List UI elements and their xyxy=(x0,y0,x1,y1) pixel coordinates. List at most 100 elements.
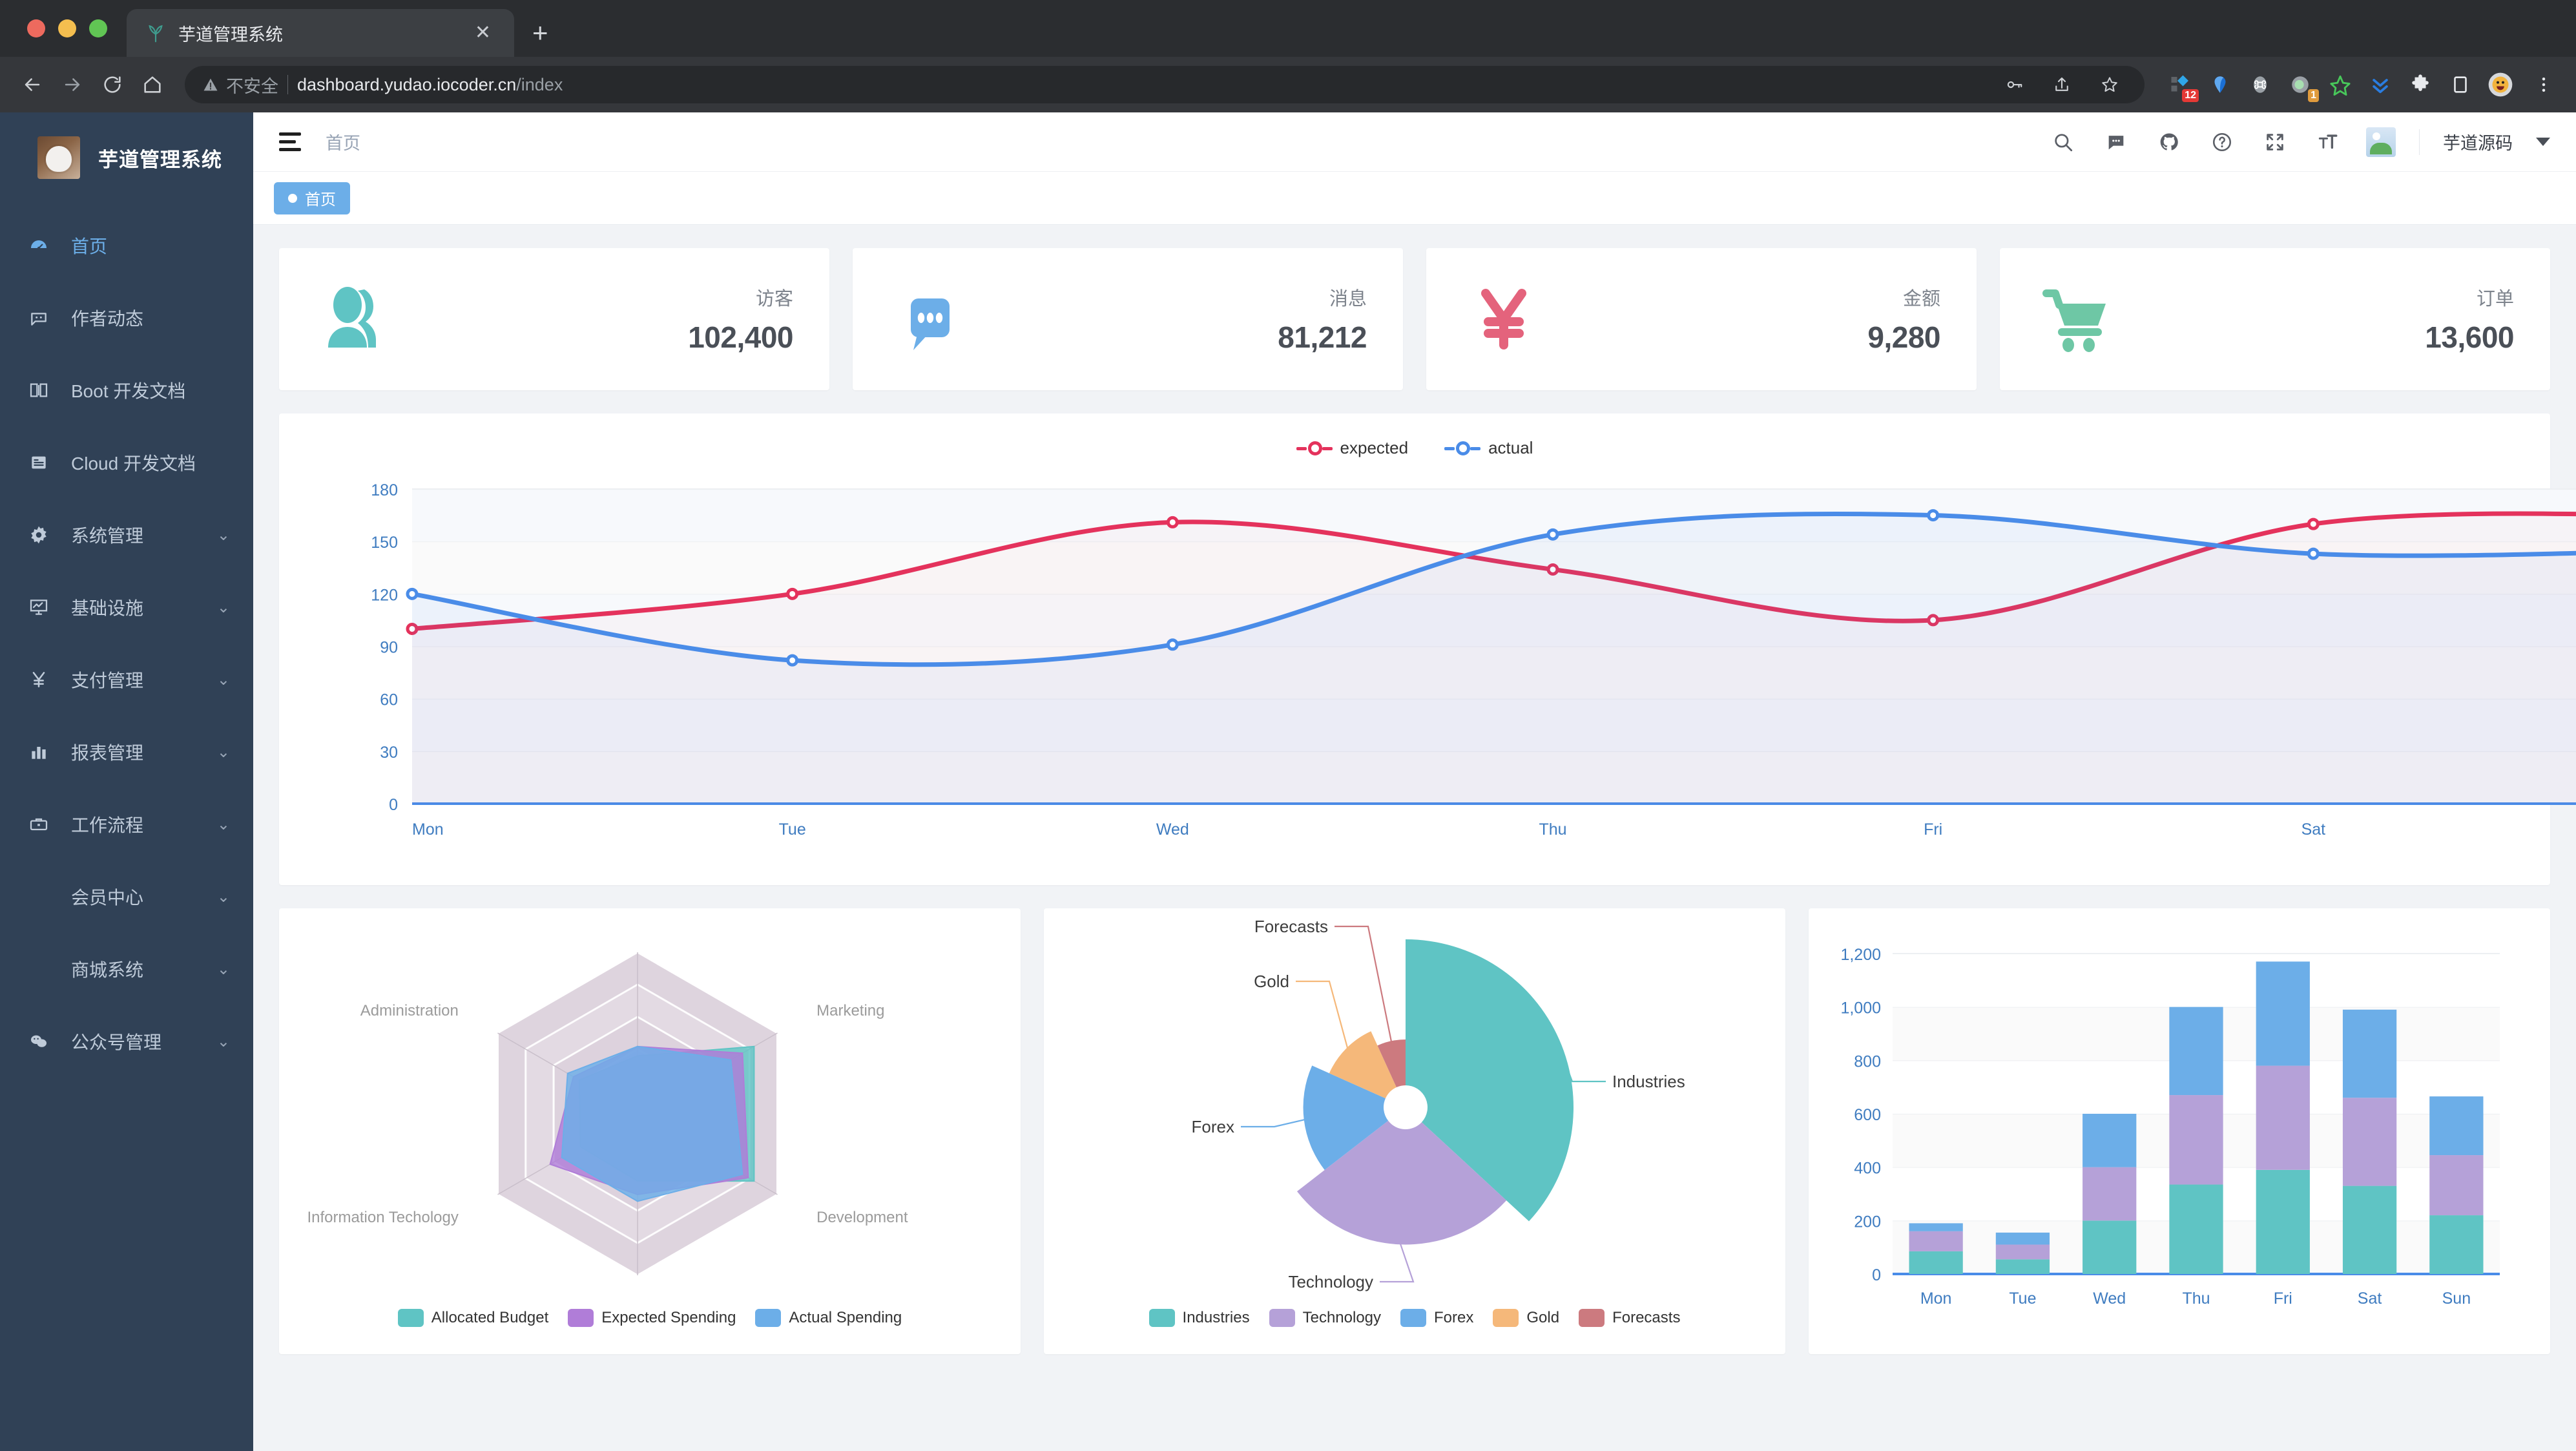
legend-item[interactable]: Technology xyxy=(1269,1309,1381,1327)
sidebar-item-label: 工作流程 xyxy=(71,815,144,835)
sidebar-item-author-news[interactable]: 作者动态 xyxy=(0,282,253,354)
stat-card-visitors[interactable]: 访客 102,400 xyxy=(279,248,829,390)
back-icon[interactable] xyxy=(14,67,50,103)
legend-item[interactable]: Actual Spending xyxy=(755,1309,902,1327)
chevrons-down-extension-icon[interactable] xyxy=(2365,70,2395,99)
sidebar-item-label: 作者动态 xyxy=(71,309,144,329)
yuan-icon xyxy=(25,669,53,690)
close-icon[interactable]: ✕ xyxy=(474,22,491,43)
stat-card-amount[interactable]: 金额 9,280 xyxy=(1426,248,1977,390)
sidebar-item-label: 报表管理 xyxy=(71,743,144,763)
legend-item[interactable]: Industries xyxy=(1148,1309,1250,1327)
help-icon[interactable] xyxy=(2207,127,2237,157)
star-green-extension-icon[interactable] xyxy=(2325,70,2355,99)
url-text: dashboard.yudao.iocoder.cn/index xyxy=(297,75,563,95)
svg-text:Fri: Fri xyxy=(1924,820,1942,839)
browser-tab[interactable]: 芋道管理系统 ✕ xyxy=(127,9,514,57)
github-icon[interactable] xyxy=(2154,127,2184,157)
location-pin-extension-icon[interactable] xyxy=(2205,70,2235,99)
svg-text:0: 0 xyxy=(389,796,398,814)
chevron-down-icon[interactable] xyxy=(2536,138,2550,146)
svg-text:200: 200 xyxy=(1854,1213,1881,1231)
sidebar-item-boot-docs[interactable]: Boot 开发文档 xyxy=(0,354,253,426)
svg-text:Marketing: Marketing xyxy=(816,1002,884,1019)
sidebar-item-member-center[interactable]: 会员中心 ⌄ xyxy=(0,861,253,933)
svg-text:Forecasts: Forecasts xyxy=(1254,920,1328,936)
share-icon[interactable] xyxy=(2044,67,2080,103)
extension-badge-count: 12 xyxy=(2182,89,2199,102)
legend-swatch-icon xyxy=(1579,1309,1605,1327)
home-icon[interactable] xyxy=(134,67,171,103)
shopping-cart-icon xyxy=(2036,278,2133,360)
address-bar[interactable]: 不安全 dashboard.yudao.iocoder.cn/index xyxy=(185,66,2145,103)
sidebar-item-label: 公众号管理 xyxy=(71,1032,162,1052)
search-icon[interactable] xyxy=(2048,127,2078,157)
svg-text:Forex: Forex xyxy=(1192,1117,1234,1136)
legend-swatch-icon xyxy=(1493,1309,1519,1327)
page-tab-home[interactable]: 首页 xyxy=(274,182,350,214)
brand-header[interactable]: 芋道管理系统 xyxy=(0,112,253,203)
profile-avatar[interactable] xyxy=(2486,70,2515,99)
close-window-button[interactable] xyxy=(27,19,45,37)
svg-text:180: 180 xyxy=(371,481,398,499)
sidebar-item-label: 首页 xyxy=(71,236,108,256)
key-icon[interactable] xyxy=(1996,67,2032,103)
sidebar-item-workflow[interactable]: 工作流程 ⌄ xyxy=(0,788,253,861)
legend-label: Actual Spending xyxy=(789,1309,902,1326)
legend-item-actual[interactable]: actual xyxy=(1444,438,1533,458)
command-extension-icon[interactable] xyxy=(2245,70,2275,99)
maximize-window-button[interactable] xyxy=(89,19,107,37)
sidebar-item-payment-management[interactable]: 支付管理 ⌄ xyxy=(0,643,253,716)
breadcrumb: 首页 xyxy=(326,134,360,153)
svg-text:Sat: Sat xyxy=(2358,1289,2382,1308)
svg-text:600: 600 xyxy=(1854,1106,1881,1124)
legend-item-expected[interactable]: expected xyxy=(1296,438,1408,458)
chevron-down-icon: ⌄ xyxy=(216,598,230,616)
sidepanel-icon[interactable] xyxy=(2446,70,2475,99)
tab-active-dot-icon xyxy=(288,193,297,203)
svg-text:60: 60 xyxy=(380,691,398,709)
plant-icon xyxy=(145,22,167,44)
sidebar-item-system-management[interactable]: 系统管理 ⌄ xyxy=(0,499,253,571)
svg-text:Information Techology: Information Techology xyxy=(307,1209,458,1226)
legend-swatch-icon xyxy=(1269,1309,1295,1327)
font-size-icon[interactable] xyxy=(2313,127,2343,157)
legend-item[interactable]: Gold xyxy=(1493,1309,1559,1327)
legend-label: Gold xyxy=(1526,1309,1560,1326)
sidebar-item-home[interactable]: 首页 xyxy=(0,209,253,282)
legend-item[interactable]: Allocated Budget xyxy=(397,1309,548,1327)
svg-text:1,000: 1,000 xyxy=(1840,999,1881,1018)
sidebar-toggle-icon[interactable] xyxy=(279,127,309,157)
legend-swatch-icon xyxy=(397,1309,424,1327)
reload-icon[interactable] xyxy=(94,67,130,103)
sidebar-item-report-management[interactable]: 报表管理 ⌄ xyxy=(0,716,253,788)
wechat-icon xyxy=(25,1031,53,1052)
bitwarden-extension-icon[interactable]: 12 xyxy=(2165,70,2199,102)
message-icon[interactable] xyxy=(2101,127,2131,157)
bar-chart-panel: 0 200 400 600 800 1,000 1,200 Mon Tue Wed Thu Fri Sa… xyxy=(1809,908,2550,1354)
forward-icon[interactable] xyxy=(54,67,90,103)
fullscreen-icon[interactable] xyxy=(2260,127,2290,157)
sidebar-item-infrastructure[interactable]: 基础设施 ⌄ xyxy=(0,571,253,643)
star-icon[interactable] xyxy=(2092,67,2128,103)
legend-swatch-icon xyxy=(755,1309,782,1327)
legend-item[interactable]: Forex xyxy=(1400,1309,1473,1327)
legend-item[interactable]: Expected Spending xyxy=(568,1309,736,1327)
svg-text:Mon: Mon xyxy=(1920,1289,1952,1308)
sidebar-item-label: 支付管理 xyxy=(71,671,144,691)
stat-card-messages[interactable]: 消息 81,212 xyxy=(853,248,1403,390)
legend-item[interactable]: Forecasts xyxy=(1579,1309,1680,1327)
stat-card-orders[interactable]: 订单 13,600 xyxy=(2000,248,2550,390)
sidebar-item-cloud-docs[interactable]: Cloud 开发文档 xyxy=(0,426,253,499)
sidebar: 芋道管理系统 首页 作者动态 Boot 开发文档 Cloud 开发文档 xyxy=(0,112,253,1451)
sidebar-item-mall-system[interactable]: 商城系统 ⌄ xyxy=(0,933,253,1005)
puzzle-extensions-icon[interactable] xyxy=(2405,70,2435,99)
circle-extension-icon[interactable]: 1 xyxy=(2285,70,2319,102)
window-traffic-lights xyxy=(18,0,127,57)
minimize-window-button[interactable] xyxy=(58,19,76,37)
kebab-menu-icon[interactable] xyxy=(2526,67,2562,103)
new-tab-button[interactable]: + xyxy=(532,17,548,48)
user-avatar[interactable] xyxy=(2366,127,2396,157)
sidebar-item-label: Cloud 开发文档 xyxy=(71,454,196,474)
sidebar-item-official-account[interactable]: 公众号管理 ⌄ xyxy=(0,1005,253,1078)
